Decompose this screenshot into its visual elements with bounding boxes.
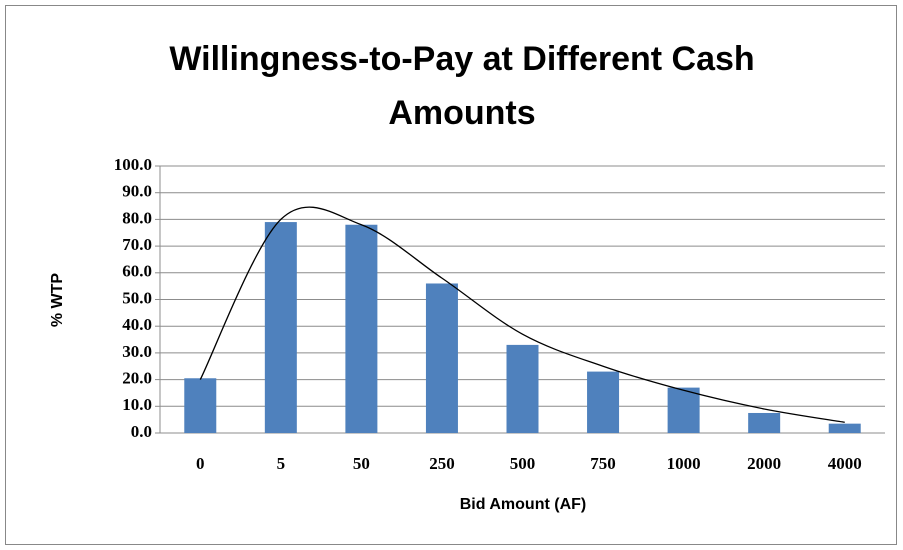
x-tick-label: 250	[429, 454, 455, 473]
y-tick-label: 50.0	[122, 288, 152, 307]
y-tick-label: 0.0	[131, 422, 152, 441]
chart-frame	[5, 5, 897, 545]
x-tick-label: 500	[510, 454, 536, 473]
y-tick-label: 10.0	[122, 395, 152, 414]
x-tick-label: 50	[353, 454, 370, 473]
bar	[345, 224, 378, 433]
bar	[506, 344, 539, 433]
y-tick-label: 60.0	[122, 262, 152, 281]
x-tick-label: 2000	[747, 454, 781, 473]
y-tick-label: 40.0	[122, 315, 152, 334]
bar	[748, 412, 781, 433]
x-tick-label: 5	[277, 454, 286, 473]
bar	[667, 387, 700, 433]
x-tick-label: 1000	[667, 454, 701, 473]
bar	[425, 283, 458, 433]
x-tick-label: 0	[196, 454, 205, 473]
bar	[828, 423, 861, 433]
x-tick-label: 4000	[828, 454, 862, 473]
y-tick-label: 30.0	[122, 342, 152, 361]
y-tick-label: 70.0	[122, 235, 152, 254]
x-tick-label: 750	[590, 454, 616, 473]
chart-title: Willingness-to-Pay at Different Cash Amo…	[169, 40, 755, 132]
y-tick-label: 90.0	[122, 182, 152, 201]
y-tick-label: 100.0	[114, 155, 152, 174]
y-tick-label: 80.0	[122, 208, 152, 227]
bar	[587, 371, 620, 433]
x-axis-label: Bid Amount (AF)	[460, 496, 586, 513]
bar	[184, 378, 217, 433]
y-tick-label: 20.0	[122, 369, 152, 388]
bar	[264, 222, 297, 433]
y-axis-label: % WTP	[49, 273, 66, 328]
trend-line	[199, 206, 845, 423]
